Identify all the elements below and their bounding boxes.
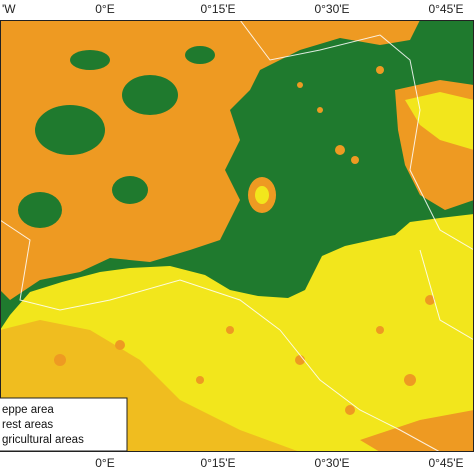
top-axis: 'W 0°E 0°15'E 0°30'E 0°45'E: [2, 2, 464, 16]
legend-box: [0, 397, 128, 452]
tick-label: 0°15'E: [200, 2, 235, 16]
legend: eppe area rest areas gricultural areas: [0, 397, 128, 452]
tick-label: 0°15'E: [200, 456, 235, 470]
borders: [0, 19, 474, 453]
tick-label: 0°E: [95, 2, 114, 16]
tick-label: 0°30'E: [314, 2, 349, 16]
agricultural-region: [0, 20, 474, 452]
legend-label: rest areas: [2, 419, 53, 431]
tick-label: 'W: [2, 2, 16, 16]
map: [0, 19, 474, 453]
legend-label: gricultural areas: [2, 434, 84, 446]
tick-label: 0°E: [95, 456, 114, 470]
bottom-axis: 0°E 0°15'E 0°30'E 0°45'E: [95, 456, 463, 470]
legend-label: eppe area: [2, 404, 54, 416]
tick-label: 0°45'E: [428, 456, 463, 470]
tick-label: 0°45'E: [428, 2, 463, 16]
tick-label: 0°30'E: [314, 456, 349, 470]
